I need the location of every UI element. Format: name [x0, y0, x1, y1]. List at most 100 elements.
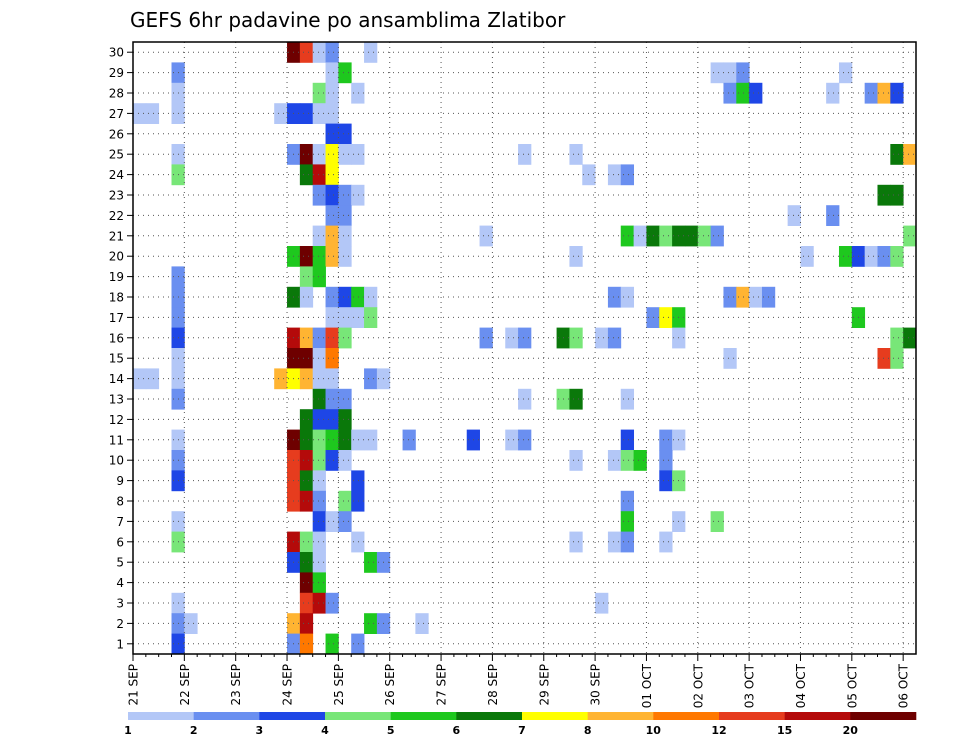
cell-m11-s29: [505, 429, 519, 451]
cell-m21-s14: [312, 225, 326, 247]
cell-m22-s54: [826, 205, 840, 226]
cell-m20-s52: [800, 246, 814, 267]
chart-title: GEFS 6hr padavine po ansamblima Zlatibor: [130, 8, 566, 32]
cell-m15-s59: [890, 348, 904, 369]
cell-m3-s13: [299, 592, 314, 614]
y-axis: 1234567891011121314151617181920212223242…: [109, 46, 133, 651]
colorbar-label-2: 2: [190, 724, 198, 737]
y-tick-label-17: 17: [109, 311, 124, 325]
cell-m16-s59: [890, 327, 904, 349]
cell-m16-s16: [338, 327, 352, 349]
cell-m11-s15: [325, 429, 339, 451]
cell-m29-s46: [723, 62, 737, 84]
cell-m10-s14: [312, 450, 326, 471]
y-tick-label-23: 23: [109, 189, 124, 203]
y-tick-label-20: 20: [109, 250, 124, 264]
cell-m16-s13: [299, 327, 314, 349]
x-tick-label-10: 01 OCT: [640, 663, 654, 708]
colorbar-label-5: 5: [387, 724, 395, 737]
cell-m4-s14: [312, 572, 326, 594]
colorbar-label-1: 1: [124, 724, 132, 737]
cell-m20-s16: [338, 246, 352, 267]
cell-m7-s14: [312, 511, 326, 532]
cell-m28-s46: [723, 82, 737, 104]
colorbar-label-4: 4: [321, 724, 329, 737]
cell-m27-s14: [312, 103, 326, 124]
cell-m16-s30: [518, 327, 532, 349]
grid-lines: [133, 42, 916, 654]
cell-m28-s57: [864, 82, 878, 104]
colorbar-swatch-11: [850, 712, 917, 720]
colorbar-swatch-0: [128, 712, 194, 720]
cell-m8-s14: [312, 490, 326, 512]
cell-m19-s14: [312, 266, 326, 288]
colorbar-label-6: 6: [452, 724, 460, 737]
cell-m24-s13: [299, 164, 314, 186]
cell-m11-s30: [518, 429, 532, 451]
cell-m22-s51: [787, 205, 801, 226]
cell-m25-s14: [312, 144, 326, 165]
cell-m4-s13: [299, 572, 314, 594]
cell-m13-s15: [325, 388, 339, 410]
cell-m23-s17: [351, 184, 365, 206]
y-tick-label-24: 24: [109, 168, 124, 182]
cell-m27-s13: [299, 103, 314, 124]
cell-m21-s45: [710, 225, 724, 247]
colorbar-swatch-6: [522, 712, 588, 720]
colorbar-label-10: 10: [646, 724, 662, 737]
colorbar-swatch-3: [325, 712, 391, 720]
y-tick-label-8: 8: [116, 495, 124, 509]
y-tick-label-6: 6: [116, 535, 124, 549]
y-tick-label-26: 26: [109, 127, 124, 141]
y-tick-label-7: 7: [116, 515, 124, 529]
cell-m29-s47: [736, 62, 750, 84]
cell-m11-s18: [364, 429, 378, 451]
cell-m6-s37: [607, 531, 622, 553]
x-tick-label-13: 04 OCT: [794, 663, 808, 708]
cell-m11-s17: [351, 429, 365, 451]
y-tick-label-3: 3: [116, 597, 124, 611]
cell-m6-s13: [299, 531, 314, 553]
cell-m18-s37: [607, 286, 622, 308]
x-tick-label-6: 27 SEP: [435, 664, 449, 706]
x-tick-label-2: 23 SEP: [229, 664, 243, 706]
cell-m23-s59: [890, 184, 904, 206]
cell-m10-s15: [325, 450, 339, 471]
cell-m2-s4: [184, 613, 198, 634]
cell-m28-s58: [877, 82, 891, 104]
y-tick-label-11: 11: [109, 433, 124, 447]
cell-m18-s17: [351, 286, 365, 308]
x-tick-label-0: 21 SEP: [127, 664, 141, 706]
y-tick-label-25: 25: [109, 148, 124, 162]
cell-m18-s18: [364, 286, 378, 308]
colorbar-swatch-9: [719, 712, 785, 720]
cell-m28-s17: [351, 82, 365, 104]
cell-m10-s39: [633, 450, 647, 471]
cell-m13-s34: [569, 388, 583, 410]
cell-m16-s27: [479, 327, 493, 349]
cell-m20-s14: [312, 246, 326, 267]
y-tick-label-27: 27: [109, 107, 124, 121]
cell-m18-s38: [620, 286, 635, 308]
cell-m15-s15: [325, 348, 339, 369]
colorbar-swatch-4: [390, 712, 457, 720]
cell-m16-s36: [595, 327, 609, 349]
cell-m3-s14: [312, 592, 326, 614]
cell-m14-s15: [325, 368, 339, 390]
y-tick-label-4: 4: [116, 576, 124, 590]
cell-m29-s45: [710, 62, 724, 84]
cell-m29-s55: [838, 62, 853, 84]
y-tick-label-15: 15: [109, 352, 124, 366]
cell-m29-s16: [338, 62, 352, 84]
cell-m11-s21: [402, 429, 416, 451]
cell-m30-s14: [312, 42, 326, 63]
cell-m17-s17: [351, 307, 365, 328]
cell-m16-s14: [312, 327, 326, 349]
cell-m28-s47: [736, 82, 750, 104]
cell-m27-s1: [145, 103, 160, 124]
cell-m10-s13: [299, 450, 314, 471]
y-tick-label-28: 28: [109, 87, 124, 101]
cell-m29-s15: [325, 62, 339, 84]
cell-m25-s59: [890, 144, 904, 165]
cell-m9-s41: [659, 470, 673, 492]
